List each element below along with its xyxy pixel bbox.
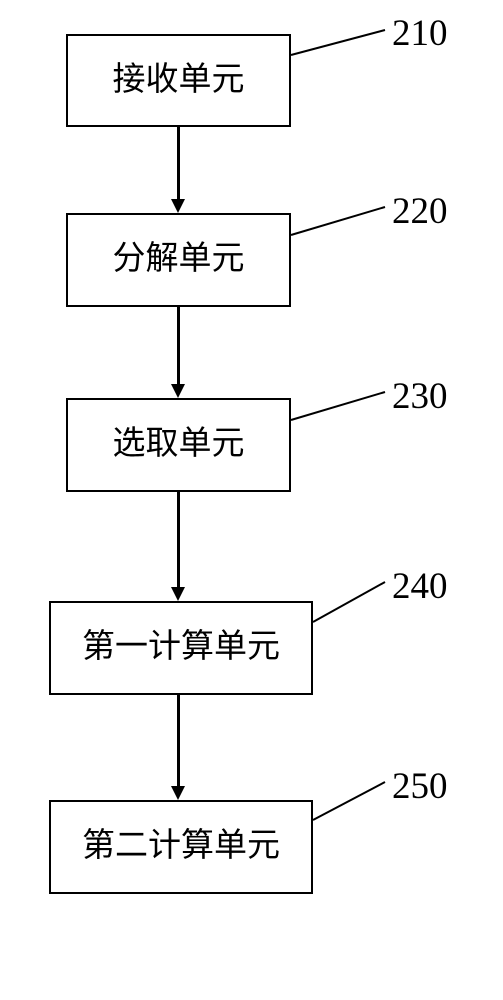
node-label: 接收单元 bbox=[113, 61, 245, 101]
flowchart-container: 接收单元 210 分解单元 220 选取单元 230 第一计算单元 240 第二计算单元 250 bbox=[0, 0, 503, 1000]
flowchart-node-node4: 第一计算单元 bbox=[49, 601, 313, 695]
node-number-node1: 210 bbox=[392, 12, 448, 55]
node-label: 分解单元 bbox=[113, 240, 245, 280]
flowchart-node-node2: 分解单元 bbox=[66, 213, 291, 307]
arrow-line bbox=[177, 695, 180, 788]
arrow-line bbox=[177, 127, 180, 201]
node-number-node5: 250 bbox=[392, 765, 448, 808]
arrow-line bbox=[177, 307, 180, 386]
node-label: 第二计算单元 bbox=[82, 827, 280, 867]
node-label: 第一计算单元 bbox=[82, 628, 280, 668]
flowchart-node-node5: 第二计算单元 bbox=[49, 800, 313, 894]
node-number-node4: 240 bbox=[392, 565, 448, 608]
arrow-head-icon bbox=[171, 786, 185, 800]
arrow-line bbox=[177, 492, 180, 589]
node-number-node3: 230 bbox=[392, 375, 448, 418]
arrow-head-icon bbox=[171, 384, 185, 398]
flowchart-node-node1: 接收单元 bbox=[66, 34, 291, 127]
node-number-node2: 220 bbox=[392, 190, 448, 233]
flowchart-node-node3: 选取单元 bbox=[66, 398, 291, 492]
arrow-head-icon bbox=[171, 199, 185, 213]
arrow-head-icon bbox=[171, 587, 185, 601]
node-label: 选取单元 bbox=[113, 425, 245, 465]
